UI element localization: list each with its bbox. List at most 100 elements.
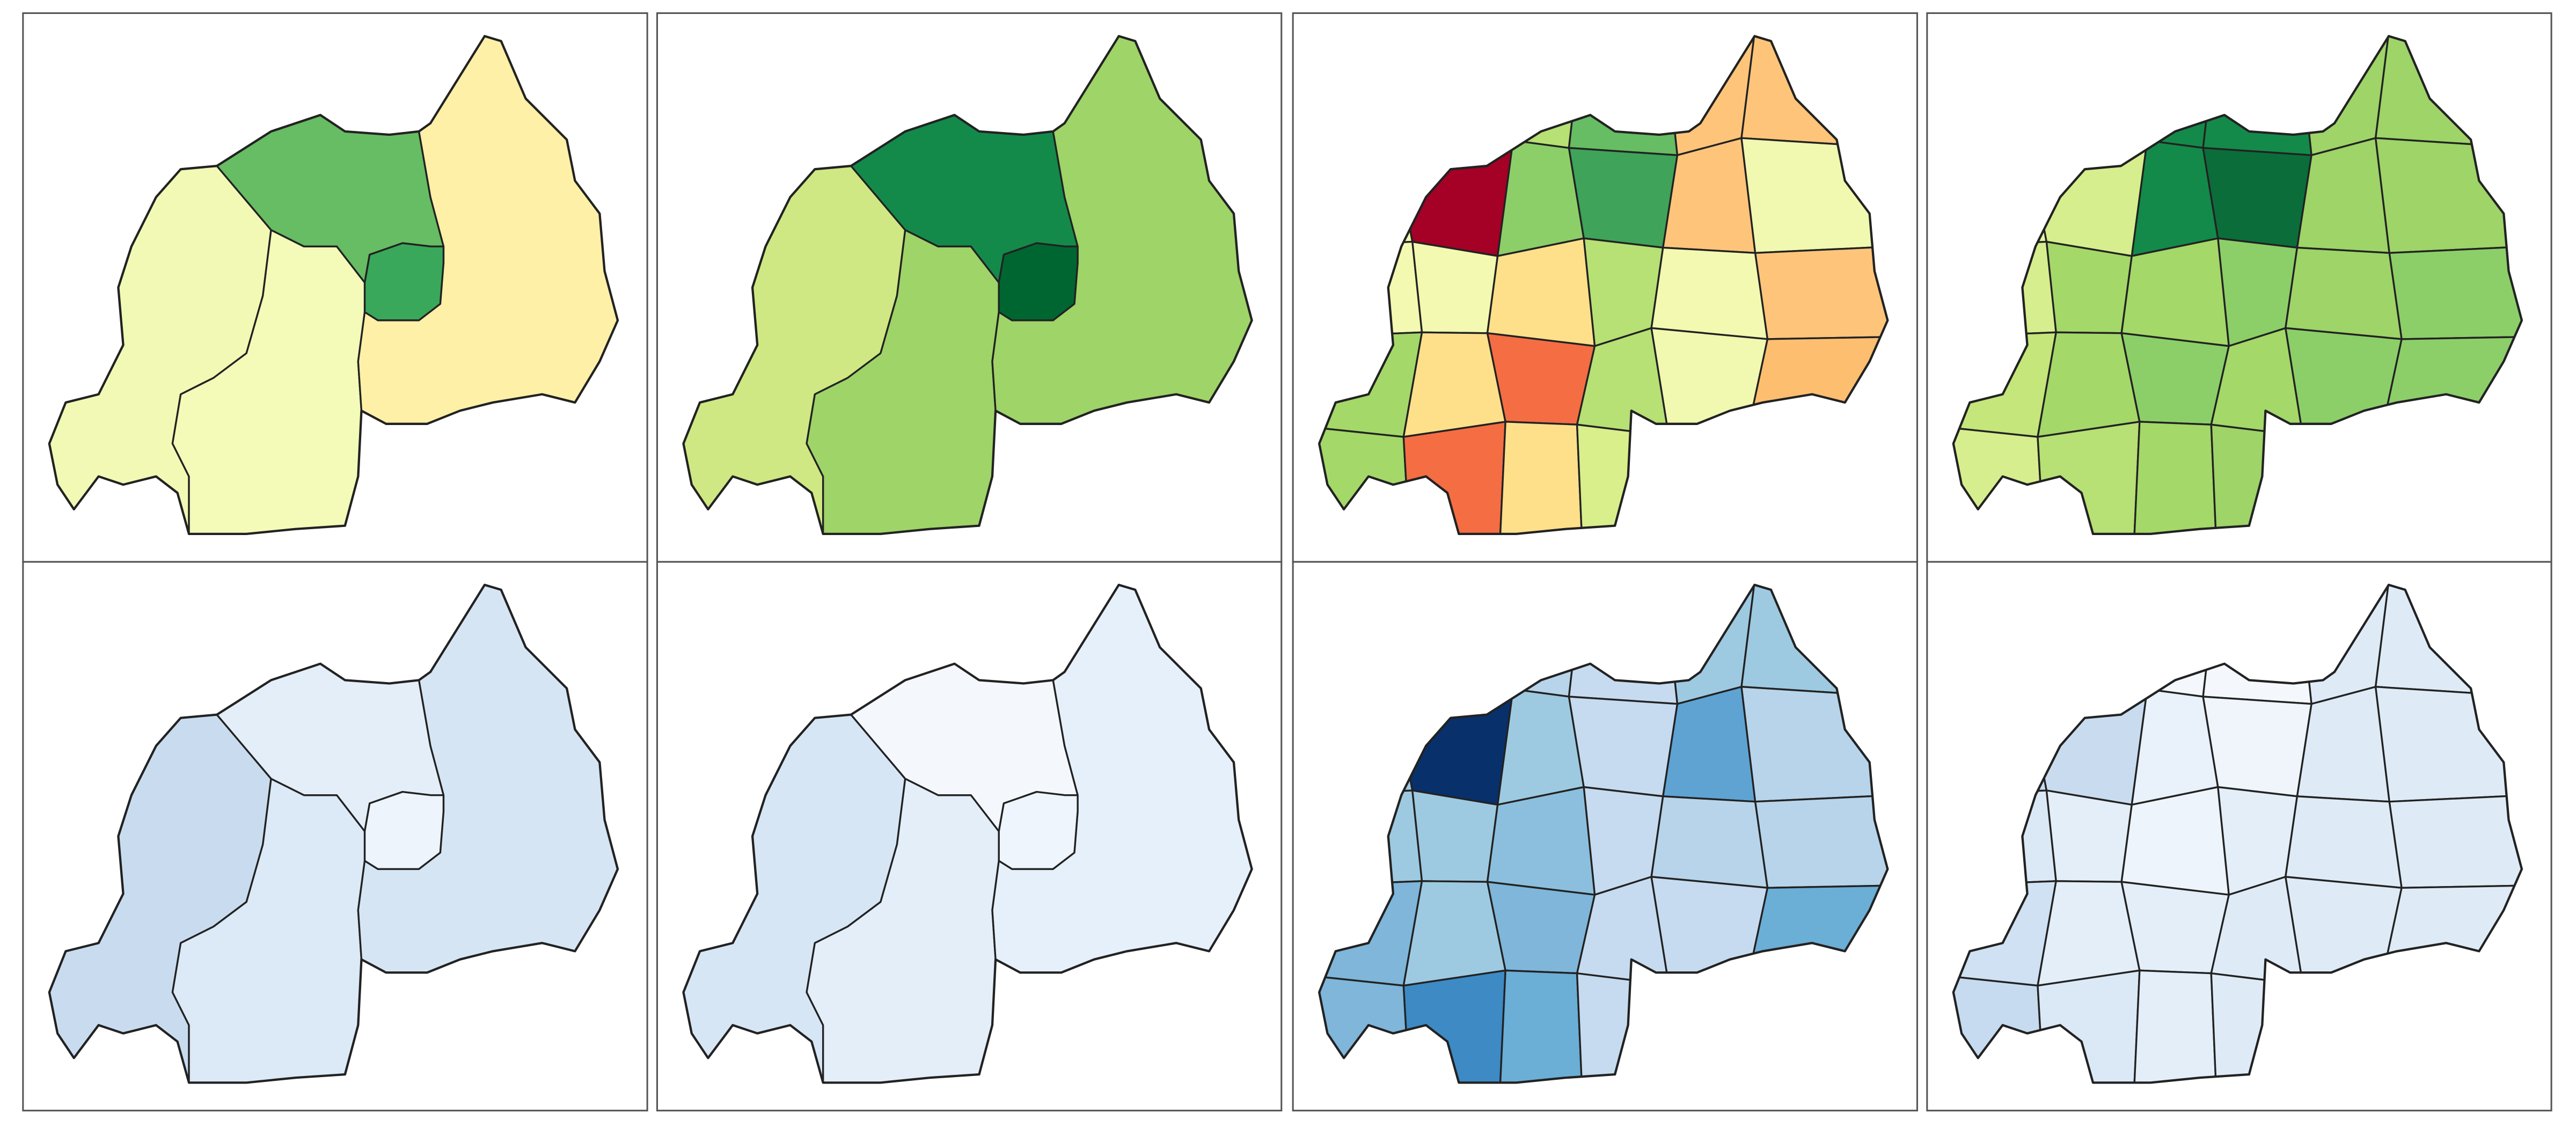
district (2383, 884, 2522, 977)
district (2133, 421, 2218, 534)
district (1568, 696, 1679, 797)
district (1953, 789, 2057, 887)
country-outline (48, 35, 619, 536)
district (2285, 795, 2403, 889)
country-outline (682, 35, 1253, 536)
district (2285, 246, 2403, 340)
district (2030, 584, 2148, 707)
country-outline (1318, 583, 1889, 1084)
rwanda-map (682, 35, 1253, 536)
rwanda-map (1952, 583, 2523, 1084)
district (1663, 417, 1756, 534)
district (1953, 147, 2048, 247)
district (1568, 36, 1679, 156)
rwanda-map (1952, 35, 2523, 536)
district (1754, 794, 1888, 889)
district (2383, 965, 2522, 1083)
district (1953, 36, 2045, 159)
country-outline (48, 583, 619, 1084)
district (1499, 421, 1583, 534)
district (1402, 969, 1506, 1083)
district (2030, 36, 2148, 159)
country-outline (1952, 583, 2523, 1084)
district (2037, 969, 2141, 1083)
panel-frame (1926, 561, 2552, 1111)
district (2037, 421, 2141, 534)
rwanda-map (682, 583, 1253, 1084)
province (363, 791, 445, 870)
district (1750, 335, 1888, 428)
district (1411, 240, 1499, 334)
country-outline (1318, 35, 1889, 536)
district (1576, 423, 1670, 534)
district (1662, 686, 1757, 803)
district (1750, 965, 1888, 1083)
district (2388, 794, 2522, 889)
district (2045, 789, 2133, 883)
district (1750, 417, 1888, 534)
panel-frame (656, 561, 1283, 1111)
district (1953, 584, 2045, 707)
province (998, 791, 1079, 870)
district (1568, 584, 1679, 705)
district (2374, 36, 2522, 149)
district (2202, 36, 2312, 156)
district (2296, 686, 2390, 803)
district (1402, 421, 1506, 534)
district (1953, 240, 2057, 338)
district (2045, 240, 2133, 334)
district (1663, 965, 1756, 1083)
district (1568, 147, 1679, 249)
rwanda-map (48, 35, 619, 536)
district (1650, 795, 1769, 889)
district (1319, 584, 1411, 707)
district (2210, 972, 2304, 1083)
district (2297, 417, 2390, 534)
district (2120, 237, 2230, 347)
district (2202, 696, 2312, 797)
district (1576, 972, 1670, 1083)
district (1486, 237, 1596, 347)
district (1395, 584, 1514, 707)
district (1486, 786, 1596, 896)
district (2202, 147, 2312, 249)
district (1319, 147, 1414, 247)
district (1319, 36, 1411, 159)
district (2120, 881, 2230, 975)
district (1395, 36, 1514, 159)
district (2297, 965, 2390, 1083)
panel-frame (22, 561, 648, 1111)
country-outline (1952, 35, 2523, 536)
panel-frame (1292, 561, 1918, 1111)
district (1650, 246, 1769, 340)
district (1754, 245, 1888, 340)
district (1486, 881, 1596, 975)
district (2383, 417, 2522, 534)
district (2383, 335, 2522, 428)
district (1740, 36, 1888, 149)
district (1499, 969, 1583, 1083)
district (1750, 884, 1888, 977)
district (1486, 332, 1596, 426)
district (1395, 688, 1514, 806)
district (1395, 140, 1514, 257)
province (363, 242, 445, 321)
district (1662, 137, 1757, 254)
district (1319, 696, 1414, 796)
country-outline (682, 583, 1253, 1084)
district (1740, 584, 1888, 698)
district (2120, 332, 2230, 426)
rwanda-map (48, 583, 619, 1084)
district (2296, 137, 2390, 254)
district (1319, 789, 1423, 887)
district (1411, 789, 1499, 883)
district (2030, 140, 2148, 257)
district (2120, 786, 2230, 896)
district (2202, 584, 2312, 705)
district (1319, 240, 1423, 338)
district (2388, 245, 2522, 340)
rwanda-map (1318, 583, 1889, 1084)
district (2133, 969, 2218, 1083)
